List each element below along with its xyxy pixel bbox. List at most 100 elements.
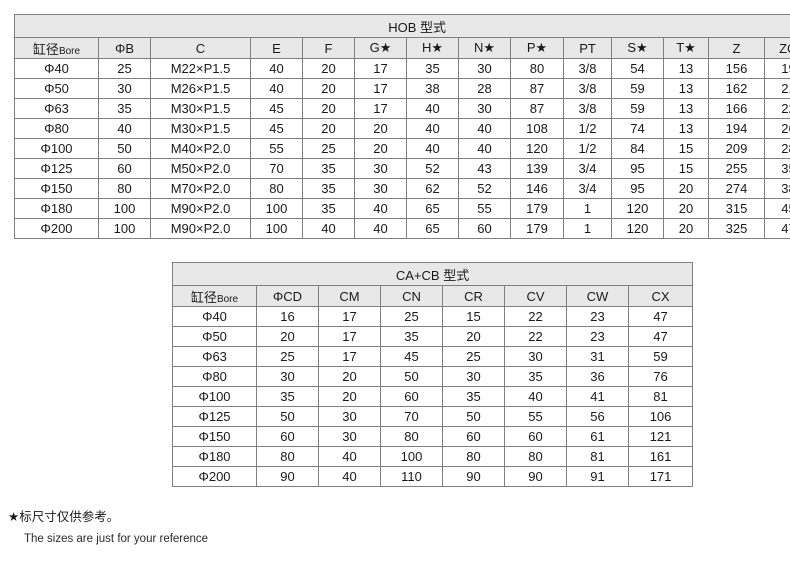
cell-value: 47 [627,326,694,347]
cell-value: 194 [708,118,765,139]
cell-value: 40 [318,466,381,487]
table-row: Φ200 90 40 110 90 90 91 171 [172,466,694,487]
cell-value: 55 [458,198,511,219]
cell-bore: Φ200 [14,218,99,239]
cell-bore: Φ80 [172,366,257,387]
column-header: N★ [458,37,511,59]
cell-value: 80 [442,446,505,467]
cell-value: 13 [663,118,709,139]
cell-value: 3/8 [563,78,612,99]
cell-value: 60 [380,386,443,407]
cell-value: M30×P1.5 [150,118,251,139]
cell-value: 17 [354,98,407,119]
cell-value: 50 [256,406,319,427]
cell-value: 100 [250,198,303,219]
note-english: The sizes are just for your reference [24,533,209,545]
cell-value: 20 [663,198,709,219]
table-header-row: 缸径Bore ΦCD CM CN CR CV CW CX [172,285,694,307]
cell-value: 70 [380,406,443,427]
cell-value: 65 [406,218,459,239]
cell-value: 475 [763,218,790,239]
cell-value: 30 [354,158,407,179]
cell-bore: Φ63 [172,346,257,367]
cell-value: 3/8 [563,98,612,119]
cell-value: 35 [504,366,567,387]
table-row: Φ125 50 30 70 50 55 56 106 [172,406,694,427]
cell-value: 289 [763,138,790,159]
cell-value: 65 [406,198,459,219]
cell-bore: Φ150 [14,178,99,199]
cell-value: 90 [442,466,505,487]
column-header: CV [504,285,567,307]
cell-value: 20 [302,78,355,99]
cell-value: 36 [566,366,629,387]
cell-bore: Φ50 [172,326,257,347]
cell-value: 22 [504,306,567,327]
cell-value: 110 [380,466,443,487]
cell-value: 161 [627,446,694,467]
cell-value: 50 [442,406,505,427]
cell-value: 255 [708,158,765,179]
cell-value: M26×P1.5 [150,78,251,99]
cell-value: 90 [504,466,567,487]
cell-value: 90 [256,466,319,487]
cell-value: 56 [566,406,629,427]
cell-value: 166 [708,98,765,119]
cell-value: 35 [406,58,459,79]
cell-value: 30 [98,78,151,99]
cell-value: 40 [354,198,407,219]
cell-value: 59 [627,346,694,367]
table-row: Φ150 60 30 80 60 60 61 121 [172,426,694,447]
cell-value: 20 [442,326,505,347]
column-header: S★ [611,37,664,59]
cell-value: 384 [763,178,790,199]
cell-value: 28 [458,78,511,99]
column-header: ΦB [98,37,151,59]
cell-value: 455 [763,198,790,219]
cell-value: 15 [442,306,505,327]
cacb-table-body: CA+CB 型式 缸径Bore ΦCD CM CN CR CV CW CX Φ40 16 17 25 15… [171,262,694,487]
cell-value: 52 [406,158,459,179]
cell-value: 40 [406,138,459,159]
cacb-spec-table: CA+CB 型式 缸径Bore ΦCD CM CN CR CV CW CX Φ40 16 17 25 15… [171,262,694,487]
bore-label-cn: 缸径 [32,41,59,57]
cell-value: 59 [611,78,664,99]
cell-value: 35 [98,98,151,119]
cell-value: 87 [510,78,564,99]
cell-value: 16 [256,306,319,327]
cell-value: 95 [611,158,664,179]
column-header: CX [627,285,694,307]
cell-value: 38 [406,78,459,99]
cell-bore: Φ125 [14,158,99,179]
cell-value: 146 [510,178,564,199]
cell-bore: Φ50 [14,78,99,99]
table-row: Φ40 16 17 25 15 22 23 47 [172,306,694,327]
cell-value: 20 [302,98,355,119]
cell-value: 15 [663,158,709,179]
cell-value: 35 [442,386,505,407]
cell-value: 100 [98,198,151,219]
cell-value: 198 [763,58,790,79]
cell-value: 45 [380,346,443,367]
cell-value: 3/4 [563,178,612,199]
column-header: H★ [406,37,459,59]
cell-value: 60 [504,426,567,447]
cell-value: 40 [504,386,567,407]
cell-value: M30×P1.5 [150,98,251,119]
cell-value: 209 [708,138,765,159]
cell-value: 20 [302,118,355,139]
cell-value: 106 [627,406,694,427]
cell-value: 40 [250,58,303,79]
cell-value: 60 [458,218,511,239]
cell-value: 62 [406,178,459,199]
bore-label-cn: 缸径 [190,289,217,305]
bore-label-en: Bore [216,293,239,305]
cell-value: 80 [256,446,319,467]
cell-value: 25 [380,306,443,327]
cell-value: 17 [318,306,381,327]
cell-value: 120 [510,138,564,159]
cell-value: 156 [708,58,765,79]
